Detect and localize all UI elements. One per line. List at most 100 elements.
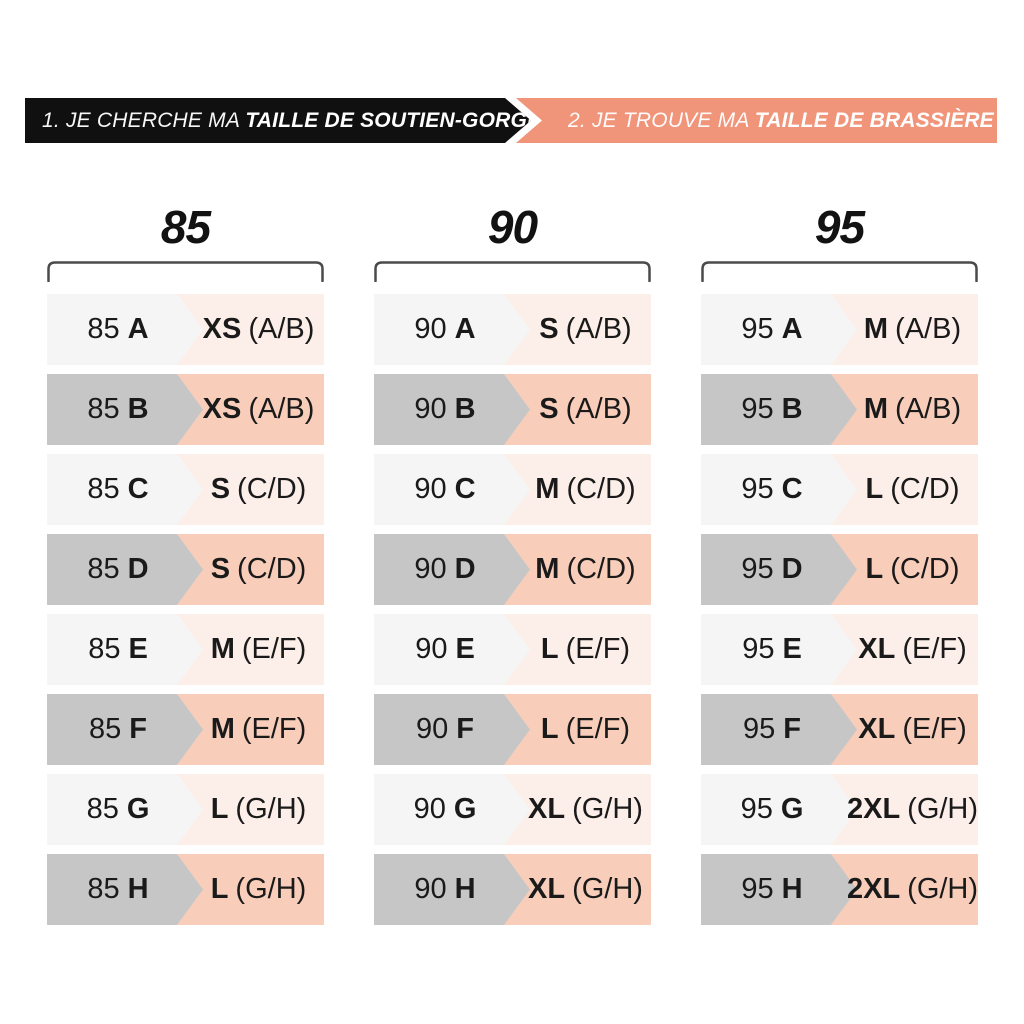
size-row: 85 E M (E/F) bbox=[47, 614, 324, 685]
bra-cup-text: C bbox=[454, 473, 476, 505]
size-row: 90 A S (A/B) bbox=[374, 294, 651, 365]
bralette-size-text: XL bbox=[528, 793, 566, 825]
cup-range-text: (A/B) bbox=[895, 393, 962, 425]
step2-banner: 2. JE TROUVE MA TAILLE DE BRASSIÈRE ! bbox=[516, 98, 997, 143]
bra-band-text: 90 bbox=[414, 873, 447, 905]
bralette-size-label: L (C/D) bbox=[849, 534, 976, 605]
size-row: 95 H 2XL (G/H) bbox=[701, 854, 978, 925]
bralette-size-text: M bbox=[210, 713, 235, 745]
bra-size-label: 90 G bbox=[374, 774, 516, 845]
step2-bold-text: TAILLE DE BRASSIÈRE ! bbox=[754, 109, 1008, 132]
arrow-chevron-icon bbox=[47, 294, 203, 365]
bralette-size-text: L bbox=[210, 873, 229, 905]
bralette-size-text: S bbox=[210, 553, 231, 585]
size-row: 85 B XS (A/B) bbox=[47, 374, 324, 445]
bra-size-label: 95 H bbox=[701, 854, 843, 925]
cup-range-text: (A/B) bbox=[248, 313, 315, 345]
bralette-size-label: S (C/D) bbox=[195, 454, 322, 525]
cup-range-text: (E/F) bbox=[565, 713, 631, 745]
bra-cup-text: F bbox=[129, 713, 147, 745]
bralette-size-label: S (A/B) bbox=[522, 294, 649, 365]
cup-range-text: (C/D) bbox=[237, 553, 307, 585]
bralette-size-label: M (A/B) bbox=[849, 374, 976, 445]
bra-band-text: 85 bbox=[87, 473, 120, 505]
bralette-size-label: M (A/B) bbox=[849, 294, 976, 365]
bra-cup-text: B bbox=[127, 393, 149, 425]
arrow-chevron-icon bbox=[701, 374, 857, 445]
step1-bold-text: TAILLE DE SOUTIEN-GORGE... bbox=[245, 109, 560, 132]
bralette-size-label: XL (E/F) bbox=[849, 614, 976, 685]
bra-size-label: 90 D bbox=[374, 534, 516, 605]
cup-range-text: (G/H) bbox=[907, 873, 979, 905]
bra-cup-text: H bbox=[454, 873, 476, 905]
column-header: 95 bbox=[814, 201, 865, 253]
bra-size-label: 85 C bbox=[47, 454, 189, 525]
bra-cup-text: D bbox=[127, 553, 149, 585]
range-bracket-icon bbox=[47, 261, 324, 282]
bra-cup-text: G bbox=[780, 793, 804, 825]
size-column: 95 95 A M (A/B) 95 B M (A/B) 95 C L (C/D) bbox=[701, 202, 978, 934]
bra-band-text: 90 bbox=[414, 553, 447, 585]
bra-cup-text: G bbox=[453, 793, 477, 825]
bralette-size-label: XL (G/H) bbox=[522, 774, 649, 845]
arrow-chevron-icon bbox=[47, 454, 203, 525]
arrow-chevron-icon bbox=[47, 534, 203, 605]
bra-size-label: 95 E bbox=[701, 614, 843, 685]
cup-range-text: (A/B) bbox=[248, 393, 315, 425]
bra-cup-text: F bbox=[783, 713, 801, 745]
cup-range-text: (G/H) bbox=[907, 793, 979, 825]
bra-band-text: 90 bbox=[414, 473, 447, 505]
bralette-size-label: M (E/F) bbox=[195, 614, 322, 685]
arrow-chevron-icon bbox=[47, 774, 203, 845]
step2-label: 2. JE TROUVE MA TAILLE DE BRASSIÈRE ! bbox=[568, 98, 1008, 143]
column-header: 85 bbox=[160, 201, 211, 253]
size-row: 85 H L (G/H) bbox=[47, 854, 324, 925]
bralette-size-text: XL bbox=[858, 633, 896, 665]
arrow-chevron-icon bbox=[701, 614, 857, 685]
arrow-chevron-icon bbox=[374, 374, 530, 445]
bra-cup-text: A bbox=[454, 313, 476, 345]
bra-cup-text: D bbox=[781, 553, 803, 585]
range-bracket-icon bbox=[374, 261, 651, 282]
size-row: 95 B M (A/B) bbox=[701, 374, 978, 445]
bra-band-text: 90 bbox=[414, 313, 447, 345]
bra-band-text: 95 bbox=[741, 313, 774, 345]
bra-size-label: 95 D bbox=[701, 534, 843, 605]
size-row: 85 G L (G/H) bbox=[47, 774, 324, 845]
size-table: 85 85 A XS (A/B) 85 B XS (A/B) 85 C S (C/D) bbox=[47, 202, 978, 934]
bra-size-label: 90 B bbox=[374, 374, 516, 445]
bra-band-text: 85 bbox=[87, 553, 120, 585]
bralette-size-label: L (G/H) bbox=[195, 774, 322, 845]
cup-range-text: (A/B) bbox=[895, 313, 962, 345]
bralette-size-text: S bbox=[539, 393, 559, 425]
arrow-chevron-icon bbox=[374, 454, 530, 525]
step2-prefix-text: 2. JE TROUVE MA bbox=[568, 109, 755, 132]
bralette-size-text: XL bbox=[528, 873, 566, 905]
bra-cup-text: F bbox=[456, 713, 474, 745]
size-row: 95 F XL (E/F) bbox=[701, 694, 978, 765]
size-row: 90 H XL (G/H) bbox=[374, 854, 651, 925]
bra-cup-text: H bbox=[127, 873, 149, 905]
bra-band-text: 95 bbox=[741, 873, 774, 905]
bralette-size-text: M bbox=[863, 313, 889, 345]
bra-band-text: 90 bbox=[415, 633, 448, 665]
cup-range-text: (A/B) bbox=[565, 313, 632, 345]
bralette-size-label: M (C/D) bbox=[522, 534, 649, 605]
bralette-size-text: L bbox=[865, 553, 884, 585]
arrow-chevron-icon bbox=[374, 534, 530, 605]
bra-band-text: 85 bbox=[86, 793, 119, 825]
bra-cup-text: H bbox=[781, 873, 803, 905]
bra-size-label: 95 B bbox=[701, 374, 843, 445]
bra-cup-text: E bbox=[782, 633, 802, 665]
cup-range-text: (E/F) bbox=[241, 633, 307, 665]
bra-size-label: 85 H bbox=[47, 854, 189, 925]
bralette-size-label: S (A/B) bbox=[522, 374, 649, 445]
cup-range-text: (E/F) bbox=[902, 713, 967, 745]
arrow-chevron-icon bbox=[701, 774, 857, 845]
bralette-size-label: M (C/D) bbox=[522, 454, 649, 525]
cup-range-text: (E/F) bbox=[241, 713, 307, 745]
size-row: 95 C L (C/D) bbox=[701, 454, 978, 525]
cup-range-text: (G/H) bbox=[572, 793, 643, 825]
bra-band-text: 95 bbox=[741, 393, 774, 425]
step1-banner: 1. JE CHERCHE MA TAILLE DE SOUTIEN-GORGE… bbox=[25, 98, 531, 143]
